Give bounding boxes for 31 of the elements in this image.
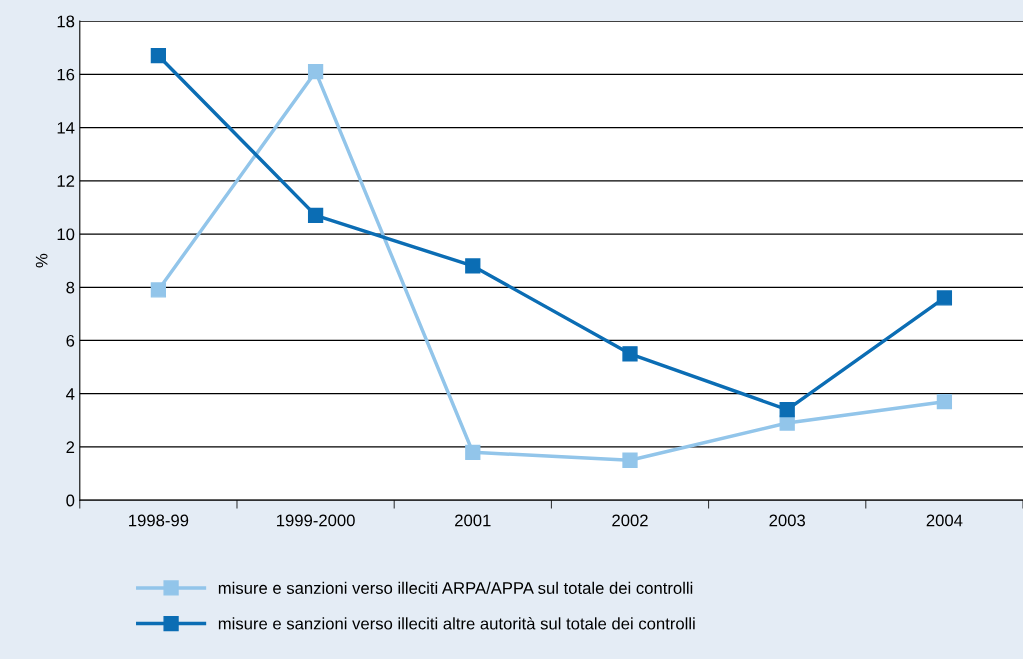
- y-tick-label: 0: [66, 494, 75, 507]
- legend-label: misure e sanzioni verso illeciti ARPA/APPA sul totale dei controlli: [218, 581, 693, 594]
- y-tick-label: 16: [57, 68, 75, 81]
- point: [150, 48, 167, 64]
- x-tick-label: 1998-99: [129, 514, 189, 527]
- x-tick-label: 2003: [769, 514, 806, 527]
- point: [465, 258, 481, 274]
- point: [779, 402, 795, 418]
- y-tick-label: 2: [66, 441, 75, 453]
- y-tick-label: 8: [66, 281, 75, 294]
- legend-label: misure e sanzioni verso illeciti altre autorità sul totale dei controlli: [218, 617, 695, 630]
- point: [150, 282, 167, 298]
- y-tick-label: 6: [66, 334, 75, 347]
- y-tick-label: 18: [57, 15, 75, 28]
- point: [936, 394, 953, 410]
- x-tick-label: 2004: [926, 514, 963, 527]
- y-tick-label: 12: [57, 175, 75, 187]
- y-tick-label: 14: [57, 122, 75, 134]
- y-tick-label: 4: [66, 388, 75, 400]
- point: [779, 415, 795, 431]
- x-tick-label: 1999-2000: [277, 514, 355, 527]
- point: [622, 452, 638, 468]
- point: [307, 64, 324, 80]
- x-tick-label: 2002: [612, 514, 648, 527]
- point: [622, 346, 638, 362]
- point: [307, 207, 324, 224]
- y-axis-title: %: [35, 253, 48, 268]
- y-tick-label: 10: [57, 228, 75, 241]
- point: [465, 444, 481, 460]
- point: [936, 290, 953, 306]
- x-tick-label: 2001: [455, 514, 491, 527]
